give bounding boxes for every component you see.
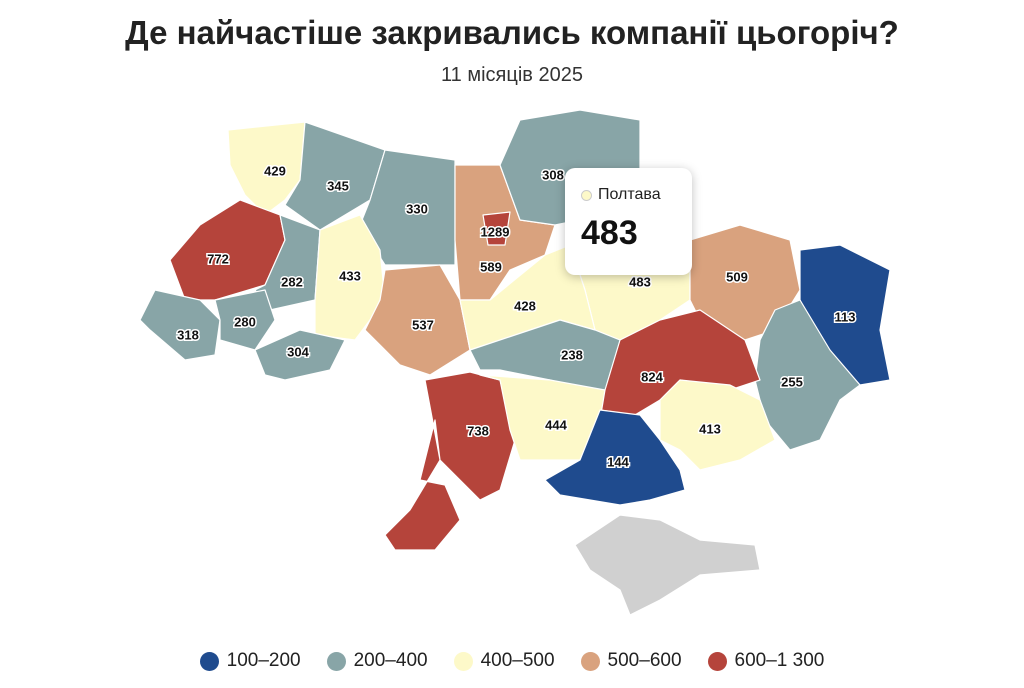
title: Де найчастіше закривались компанії цього… [125, 14, 899, 51]
region-label: 483 [629, 274, 651, 289]
region-label: 537 [412, 317, 434, 332]
region [139, 289, 221, 361]
region-label: 144 [607, 454, 629, 469]
region [479, 374, 606, 461]
region [482, 211, 511, 246]
legend-label: 500–600 [607, 650, 682, 671]
legend-swatch [199, 651, 219, 671]
tooltip: Полтава 483 [565, 168, 692, 275]
legend-label: 400–500 [480, 650, 555, 671]
region [544, 409, 686, 506]
region-label: 238 [561, 347, 583, 362]
region-label: 509 [726, 269, 748, 284]
region-label: 824 [641, 369, 663, 384]
region-label: 304 [287, 344, 309, 359]
region-label: 413 [699, 421, 721, 436]
tooltip-name: Полтава [598, 186, 661, 203]
region-label: 345 [327, 178, 349, 193]
region-label: 428 [514, 298, 536, 313]
region-label: 429 [264, 163, 286, 178]
legend-swatch [326, 651, 346, 671]
region-label: 330 [406, 201, 428, 216]
region-label: 318 [177, 327, 199, 342]
region-label: 280 [234, 314, 256, 329]
tooltip-name-row: Полтава [581, 186, 676, 204]
legend-label: 600–1 300 [734, 650, 825, 671]
legend-item: 600–1 300 [707, 650, 825, 672]
legend-swatch [580, 651, 600, 671]
legend-swatch [453, 651, 473, 671]
legend-item: 200–400 [326, 650, 428, 672]
region-label: 738 [467, 423, 489, 438]
legend-label: 200–400 [353, 650, 428, 671]
region [754, 299, 861, 451]
legend-item: 400–500 [453, 650, 555, 672]
region-label: 255 [781, 374, 803, 389]
region-label: 589 [480, 259, 502, 274]
legend: 100–200 200–400 400–500 500–600 600–1 300 [0, 650, 1024, 672]
region-label: 282 [281, 274, 303, 289]
region-label: 1289 [481, 224, 510, 239]
region [384, 371, 516, 551]
tooltip-dot [581, 189, 592, 201]
legend-item: 500–600 [580, 650, 682, 672]
subtitle: 11 місяців 2025 [441, 64, 583, 86]
region-label: 113 [835, 309, 856, 324]
legend-item: 100–200 [199, 650, 301, 672]
region [574, 514, 761, 616]
region-label: 308 [542, 167, 564, 182]
region [254, 329, 346, 381]
region [659, 379, 776, 471]
region-label: 433 [339, 268, 361, 283]
region [364, 264, 471, 376]
region-label: 772 [207, 251, 229, 266]
legend-label: 100–200 [226, 650, 301, 671]
tooltip-value: 483 [581, 214, 638, 252]
legend-swatch [707, 651, 727, 671]
region-label: 444 [545, 417, 567, 432]
